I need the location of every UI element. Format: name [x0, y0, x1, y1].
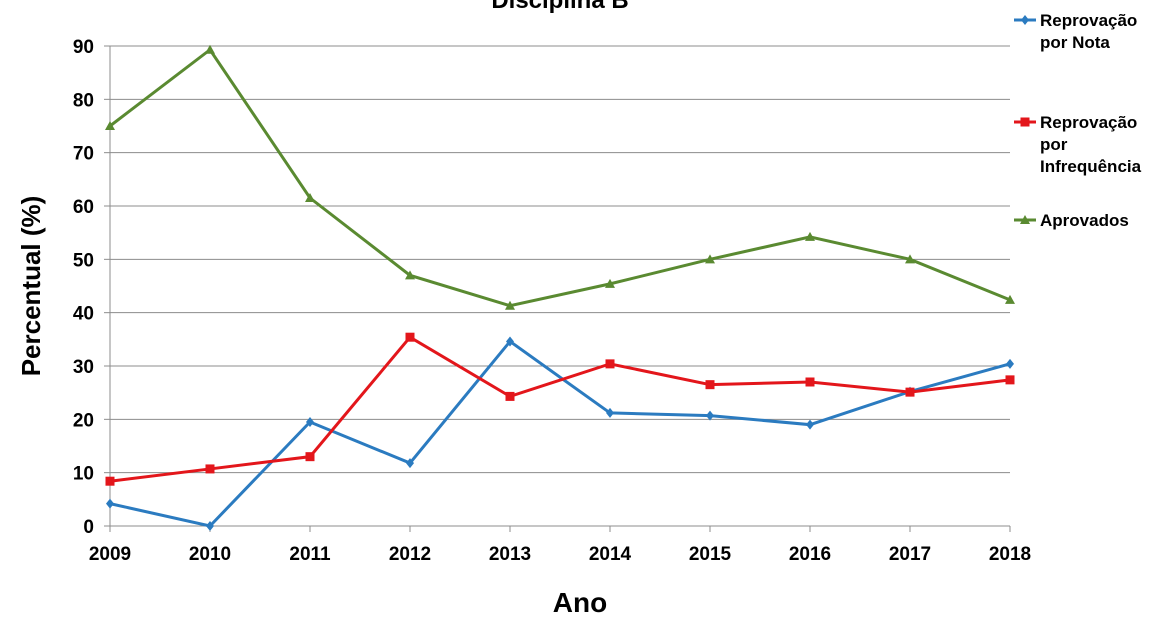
marker: [1020, 117, 1030, 127]
y-tick-label: 50: [73, 250, 94, 271]
legend-label: Aprovados: [1040, 211, 1129, 230]
marker: [805, 377, 815, 387]
marker: [105, 476, 115, 486]
x-tick-label: 2018: [989, 544, 1031, 565]
y-axis-label: Percentual (%): [16, 196, 46, 377]
marker: [705, 380, 715, 390]
x-tick-label: 2011: [289, 544, 331, 565]
x-tick-label: 2017: [889, 544, 931, 565]
marker: [305, 193, 315, 202]
marker: [405, 270, 415, 280]
y-tick-label: 70: [73, 144, 94, 165]
x-tick-label: 2009: [89, 544, 131, 565]
marker: [606, 407, 614, 418]
marker: [405, 332, 415, 342]
marker: [105, 121, 115, 130]
marker: [805, 231, 815, 241]
marker: [705, 254, 715, 264]
marker: [1020, 215, 1030, 224]
x-tick-label: 2012: [389, 544, 431, 565]
marker: [205, 44, 215, 54]
y-tick-label: 90: [73, 37, 94, 58]
series-line: [109, 339, 1011, 528]
legend-label: Reprovação por Nota: [1040, 11, 1142, 52]
y-tick-label: 0: [83, 517, 94, 538]
y-tick-label: 30: [73, 357, 94, 378]
marker: [1005, 375, 1015, 385]
marker: [605, 278, 615, 288]
marker: [1021, 15, 1029, 25]
marker: [306, 417, 314, 427]
marker: [1006, 358, 1014, 369]
y-tick-label: 60: [73, 197, 94, 218]
y-tick-label: 40: [73, 304, 94, 325]
marker: [806, 419, 814, 430]
marker: [506, 336, 514, 347]
series-line: [109, 47, 1011, 308]
marker: [106, 498, 114, 509]
series-line: [109, 335, 1011, 483]
marker: [406, 458, 414, 469]
x-tick-label: 2014: [589, 544, 632, 565]
x-tick-label: 2013: [489, 544, 531, 565]
marker: [206, 521, 214, 531]
marker: [205, 464, 215, 474]
marker: [905, 387, 915, 397]
marker: [1005, 294, 1015, 304]
marker: [505, 300, 515, 310]
marker: [305, 452, 315, 462]
x-tick-label: 2015: [689, 544, 732, 565]
x-axis-label: Ano: [553, 587, 607, 618]
y-tick-label: 20: [73, 410, 94, 431]
marker: [905, 254, 915, 264]
marker: [706, 410, 714, 421]
chart-title: Disciplina B: [491, 0, 628, 14]
legend-label: Reprovação por Infrequência: [1040, 113, 1142, 176]
x-tick-label: 2016: [789, 544, 831, 565]
y-tick-label: 80: [73, 90, 94, 111]
y-tick-label: 10: [73, 464, 94, 485]
x-tick-label: 2010: [189, 544, 231, 565]
marker: [605, 359, 615, 369]
marker: [505, 391, 515, 401]
